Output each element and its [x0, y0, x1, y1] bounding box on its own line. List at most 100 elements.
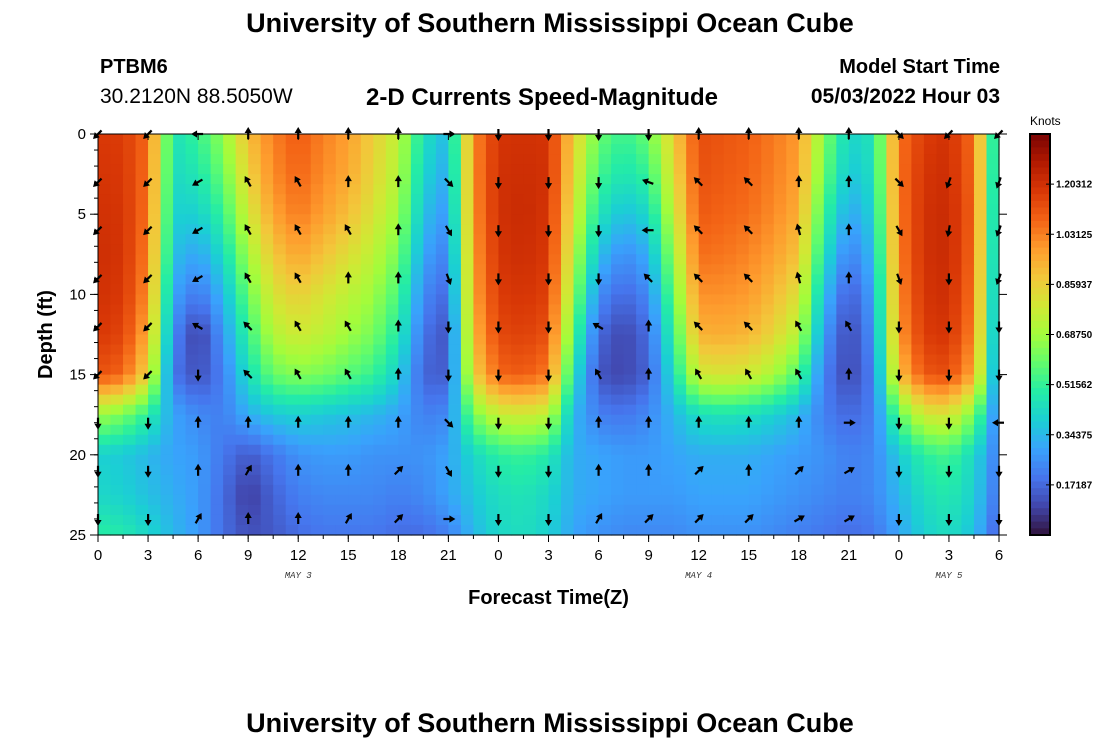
- heatmap-cell: [460, 184, 475, 195]
- heatmap-cell: [748, 364, 762, 376]
- heatmap-cell: [823, 144, 837, 155]
- heatmap-cell: [523, 464, 537, 476]
- heatmap-cell: [335, 224, 349, 235]
- heatmap-cell: [260, 334, 274, 346]
- heatmap-cell: [498, 244, 512, 255]
- heatmap-cell: [811, 324, 825, 336]
- heatmap-cell: [210, 144, 224, 155]
- heatmap-cell: [360, 334, 374, 346]
- heatmap-cell: [848, 494, 862, 506]
- current-arrow: [795, 271, 803, 284]
- current-arrow-head: [194, 375, 202, 382]
- heatmap-cell: [986, 284, 1000, 296]
- heatmap-cell: [823, 514, 837, 526]
- heatmap-cell: [273, 224, 287, 235]
- heatmap-cell: [373, 274, 387, 285]
- heatmap-cell: [648, 434, 662, 446]
- heatmap-cell: [698, 284, 712, 296]
- heatmap-cell: [410, 284, 424, 296]
- heatmap-cell: [448, 144, 462, 155]
- heatmap-cell: [798, 164, 812, 175]
- heatmap-cell: [798, 144, 812, 155]
- current-arrow-shaft: [947, 225, 951, 233]
- current-arrow: [845, 320, 853, 332]
- heatmap-cell: [986, 244, 1000, 255]
- heatmap-cell: [448, 254, 462, 265]
- heatmap-cell: [586, 394, 600, 406]
- heatmap-cell: [611, 464, 625, 476]
- heatmap-cell: [886, 474, 900, 486]
- y-tick-label: 5: [78, 206, 86, 223]
- heatmap-cell: [285, 254, 299, 265]
- colorbar-segment: [1030, 434, 1050, 443]
- heatmap-cell: [210, 524, 224, 536]
- heatmap-cell: [210, 384, 224, 396]
- current-arrow: [644, 514, 654, 524]
- heatmap-cell: [98, 464, 112, 476]
- x-tick-label: 21: [440, 547, 457, 564]
- x-tick-label: 18: [790, 547, 807, 564]
- heatmap-cell: [198, 174, 212, 185]
- heatmap-cell: [210, 494, 224, 506]
- current-arrow-shaft: [246, 276, 252, 284]
- heatmap-cell: [736, 264, 750, 275]
- heatmap-cell: [661, 464, 675, 476]
- current-arrow: [642, 178, 654, 186]
- heatmap-cell: [873, 274, 887, 285]
- current-arrow-head: [645, 319, 653, 326]
- heatmap-cell: [936, 184, 950, 195]
- heatmap-cell: [98, 154, 112, 165]
- heatmap-cell: [535, 524, 550, 536]
- colorbar-segment: [1030, 408, 1050, 416]
- heatmap-cell: [173, 244, 187, 255]
- heatmap-cell: [911, 474, 925, 486]
- heatmap-cell: [836, 294, 850, 306]
- heatmap-cell: [423, 474, 437, 486]
- heatmap-cell: [285, 314, 299, 326]
- heatmap-cell: [223, 444, 237, 456]
- heatmap-cell: [773, 334, 787, 346]
- heatmap-cell: [448, 334, 462, 346]
- heatmap-cell: [510, 324, 525, 336]
- heatmap-cell: [273, 214, 287, 225]
- heatmap-cell: [848, 434, 862, 446]
- heatmap-cell: [410, 314, 424, 326]
- heatmap-cell: [523, 214, 537, 225]
- heatmap-cell: [448, 294, 462, 306]
- heatmap-cell: [548, 444, 562, 456]
- heatmap-cell: [686, 294, 700, 306]
- heatmap-cell: [510, 444, 525, 456]
- heatmap-cell: [636, 424, 650, 436]
- current-arrow: [845, 367, 853, 380]
- heatmap-cell: [323, 454, 337, 466]
- heatmap-cell: [923, 134, 938, 145]
- heatmap-cell: [598, 184, 612, 195]
- heatmap-cell: [285, 184, 299, 195]
- heatmap-cell: [636, 164, 650, 175]
- heatmap-cell: [273, 334, 287, 346]
- current-arrow-head: [696, 465, 704, 473]
- heatmap-cell: [973, 504, 988, 516]
- heatmap-cell: [210, 374, 224, 386]
- heatmap-cell: [548, 484, 562, 496]
- heatmap-cell: [848, 524, 862, 536]
- colorbar-segment: [1030, 134, 1050, 142]
- heatmap-cell: [748, 454, 762, 466]
- heatmap-cell: [598, 304, 612, 316]
- heatmap-cell: [248, 204, 262, 215]
- heatmap-cell: [410, 434, 424, 446]
- heatmap-cell: [936, 454, 950, 466]
- heatmap-cell: [811, 214, 825, 225]
- heatmap-cell: [323, 334, 337, 346]
- heatmap-cell: [460, 484, 475, 496]
- heatmap-cell: [761, 444, 775, 456]
- heatmap-cell: [811, 234, 825, 245]
- heatmap-cell: [798, 344, 812, 356]
- heatmap-cell: [786, 274, 800, 285]
- heatmap-cell: [185, 454, 199, 466]
- heatmap-cell: [485, 374, 500, 386]
- heatmap-cell: [335, 374, 349, 386]
- current-arrow: [494, 321, 502, 334]
- heatmap-cell: [110, 354, 124, 366]
- heatmap-cell: [135, 454, 149, 466]
